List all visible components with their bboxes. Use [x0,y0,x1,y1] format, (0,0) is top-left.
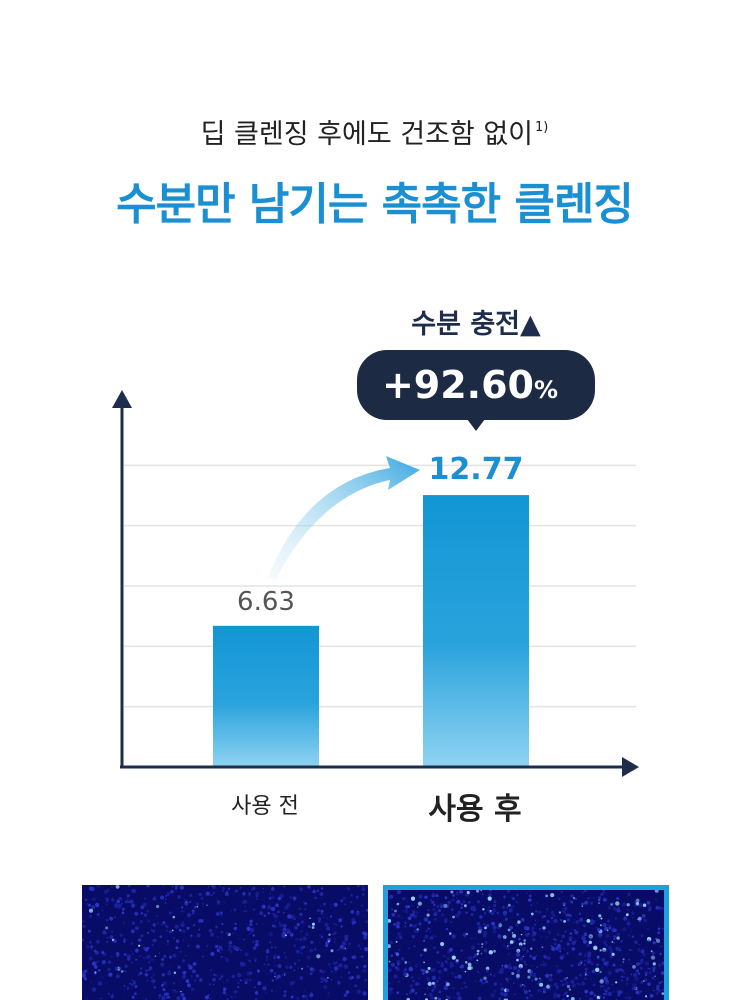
subtitle: 딥 클렌징 후에도 건조함 없이 1) [0,112,749,151]
callout-unit: % [534,376,558,404]
y-axis-arrow-icon [112,390,132,408]
subtitle-text: 딥 클렌징 후에도 건조함 없이 [200,119,534,150]
bars [213,495,529,767]
grid-lines [124,464,636,708]
footnote-mark: 1) [535,120,549,135]
bar-before [213,625,319,767]
growth-arrow [268,456,420,580]
value-labels: 6.63 12.77 [237,452,523,617]
x-axis-arrow-icon [622,757,639,777]
callout-title: 수분 충전▲ [411,309,541,340]
svg-text:+92.60%: +92.60% [382,363,558,407]
after-skin-image [383,885,669,1000]
value-label-before: 6.63 [237,587,295,617]
before-skin-image [82,885,368,1000]
callout-value: +92.60 [382,363,534,407]
x-label-after: 사용 후 [428,792,522,827]
bar-after [423,495,529,767]
callout-bubble: +92.60% [357,350,595,431]
page-title: 수분만 남기는 촉촉한 클렌징 [116,179,634,230]
value-label-after: 12.77 [429,452,524,487]
x-label-before: 사용 전 [231,794,299,819]
moisture-bar-chart: 6.63 12.77 수분 충전▲ +92.60% [112,309,639,777]
